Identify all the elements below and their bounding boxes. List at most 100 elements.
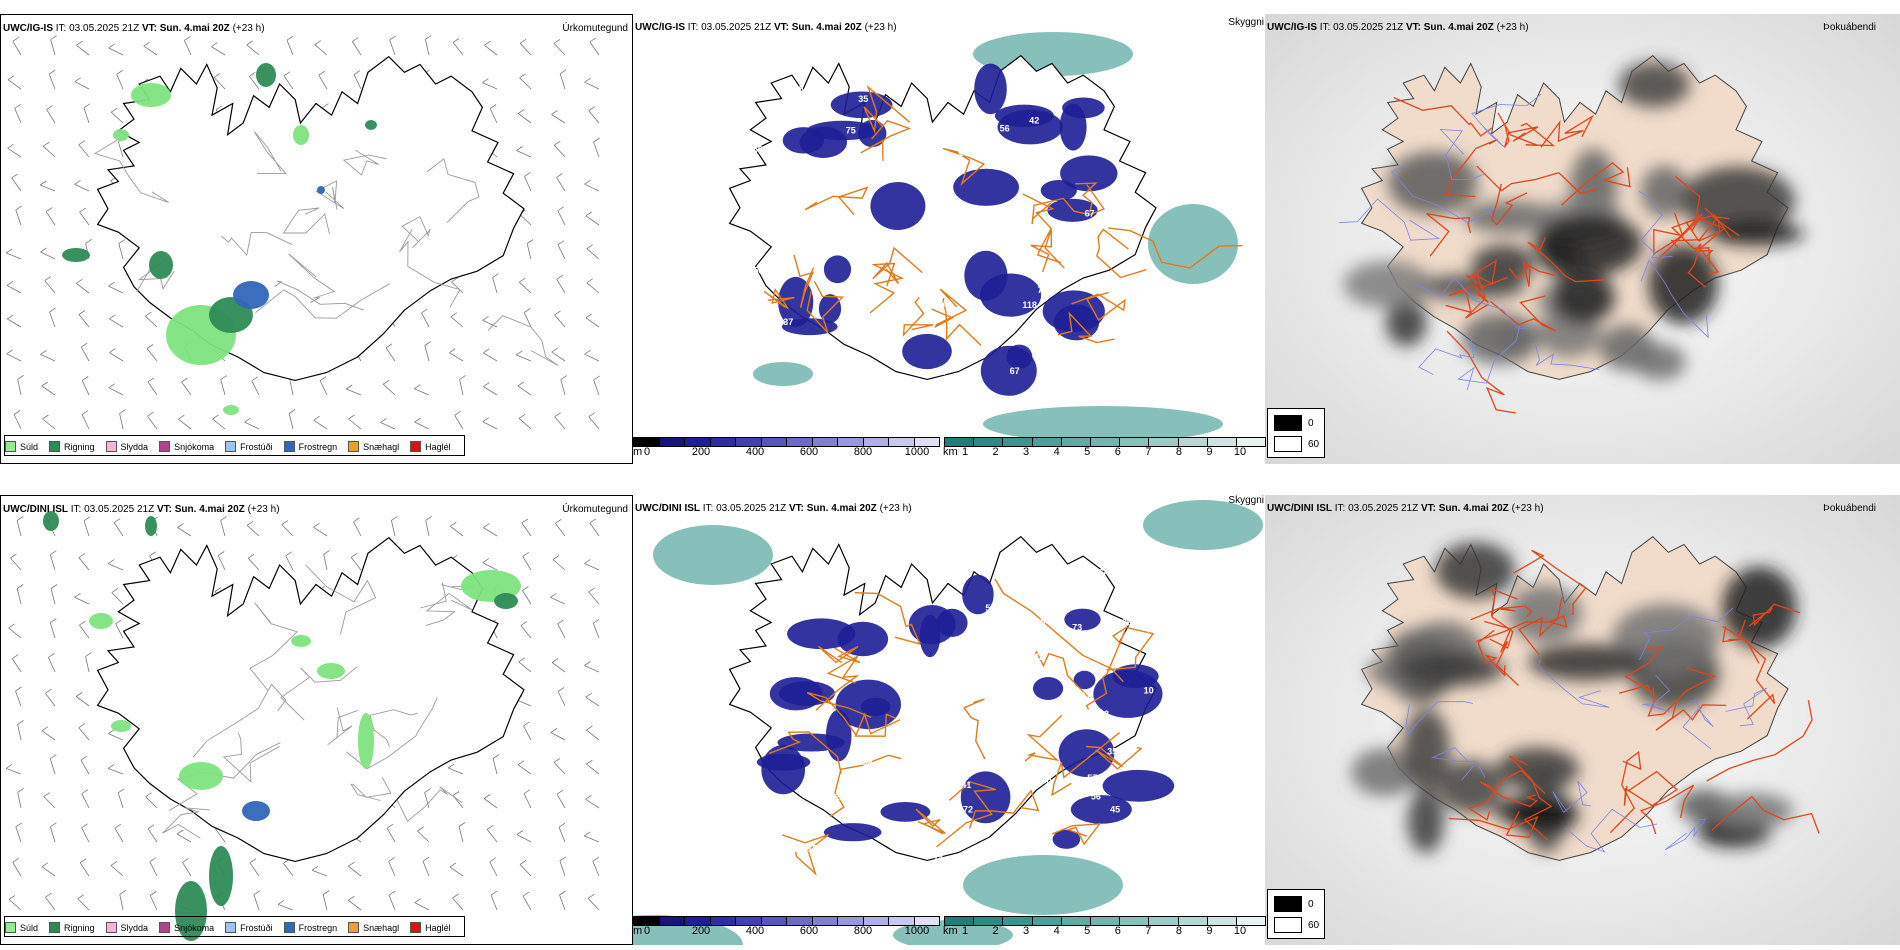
colorbar-tick: 4 [1053,446,1060,458]
colorbar-tick: 9 [1206,446,1213,458]
colorbar-tick: 2 [992,925,999,937]
precip-area [494,593,518,609]
legend-swatch [410,441,422,452]
cloud-base-label: 94 [940,301,950,311]
legend-swatch [5,922,16,933]
precip-area [293,125,309,145]
colorbar-tick: 10 [1233,446,1247,458]
cloud-base-label: 75 [846,125,856,135]
colorbar-segment [974,917,1004,925]
colorbar-tick: 0 [643,446,651,458]
cloud-base-label: 91 [813,592,823,602]
legend-swatch [49,441,61,452]
colorbar-tick: 600 [799,925,819,937]
cloud-base-label: 55 [985,603,995,613]
cloud-base-label: 57 [937,367,947,377]
colorbar-segment [974,438,1004,446]
precip-area [89,613,113,629]
precip-area [317,186,325,194]
colorbar-segment [659,438,685,446]
precip-legend-frame [4,916,465,937]
colorbar-segment [1207,438,1237,446]
panel-header: UWC/DINI ISL IT: 03.05.2025 21Z VT: Sun.… [3,504,280,515]
precip-legend-frame [4,435,465,456]
legend-item: Frostúði [225,922,273,933]
legend-swatch [159,441,171,452]
precip-area [209,846,233,906]
cloud-base-label: 57 [1087,773,1097,783]
colorbar-segment [710,438,736,446]
legend-item: Snæhagl [348,441,399,452]
cloud-base-label: 74 [933,854,943,864]
panel-title: Úrkomutegund [562,23,628,34]
cloud-base-label: 58 [753,265,763,275]
colorbar-segment [889,438,915,446]
cloud-base-label: 45 [1061,230,1071,240]
cloud-base-label: 56 [899,836,909,846]
colorbar-tick: 6 [1114,446,1121,458]
colorbar-segment [685,917,711,925]
visibility-panel-dini: 63 48 61 92 45 56 87 72 10 35 76 41 55 86 64 91 74 38 43 11… [633,495,1265,945]
precip-area [175,881,207,941]
colorbar-tick: 1 [961,925,969,937]
cloud-base-label: 92 [1062,720,1072,730]
colorbar-segment [1090,438,1121,446]
cloud-base-label: 59 [1088,263,1098,273]
cloud-base-label: 80 [1041,776,1051,786]
cloud-base-label: 45 [1110,805,1120,815]
cloud-base-label: 67 [1010,366,1020,376]
legend-label: Frostúði [240,441,273,452]
legend-label: Frostúði [240,922,273,933]
fog-index-areas [1351,542,1797,854]
colorbar-segment [1236,917,1266,925]
precip-type-panel-ig: UWC/IG-IS IT: 03.05.2025 21Z VT: Sun. 4.… [0,14,633,464]
colorbar-tick: 1 [961,446,969,458]
legend-label: Haglél [425,922,451,933]
legend-item: Haglél [410,922,451,933]
colorbar-segment [1003,917,1033,925]
cloud-base-label: 52 [1137,310,1147,320]
cloud-base-label: 83 [756,334,766,344]
cloud-base-label: 92 [856,77,866,87]
precip-area [43,511,59,531]
cloud-base-label: 76 [926,134,936,144]
cloud-base-label: 48 [1111,621,1121,631]
precip-area [233,281,269,309]
colorbar-segment [838,917,864,925]
precip-legend: Súld Rigning Slydda Snjókoma Frostúði Frostre… [5,438,462,455]
precip-type-map-dini [5,511,600,941]
cloud-base-label: 10 [1030,772,1040,782]
legend-swatch [283,441,295,452]
colorbar-tick: 3 [1023,925,1030,937]
colorbar-segment [787,917,813,925]
cloud-base-label: 86 [1122,617,1132,627]
cloud-base-label: 44 [1071,88,1081,98]
precip-area [111,720,131,732]
colorbar-segment [1032,917,1062,925]
legend-item: Frostregn [283,922,337,933]
cloud-base-label: 78 [897,158,907,168]
cloud-base-label: 82 [855,372,865,382]
colorbar-segment [1149,438,1179,446]
colorbar-segment [945,917,975,925]
panel-header: UWC/IG-IS IT: 03.05.2025 21Z VT: Sun. 4.… [635,22,897,33]
cloud-base-label: 51 [1147,134,1157,144]
colorbar-segment [1178,917,1208,925]
legend-swatch [5,441,16,452]
legend-item: Súld [5,922,38,933]
colorbar-segment [634,917,660,925]
legend-label: Slydda [120,922,149,933]
cloud-base-label: 62 [968,229,978,239]
cloud-base-label: 41 [961,780,971,790]
precip-area [223,405,239,415]
panel-title: Úrkomutegund [562,504,628,515]
cloud-base-label: 61 [957,137,967,147]
cloud-base-label: 61 [1081,691,1091,701]
panel-header: UWC/IG-IS IT: 03.05.2025 21Z VT: Sun. 4.… [1267,22,1529,33]
cloud-base-label: 59 [782,177,792,187]
colorbar-tick: 6 [1114,925,1121,937]
cloud-base-label: 48 [1119,574,1129,584]
colorbar-segment [1178,438,1208,446]
legend-label: Súld [20,441,39,452]
